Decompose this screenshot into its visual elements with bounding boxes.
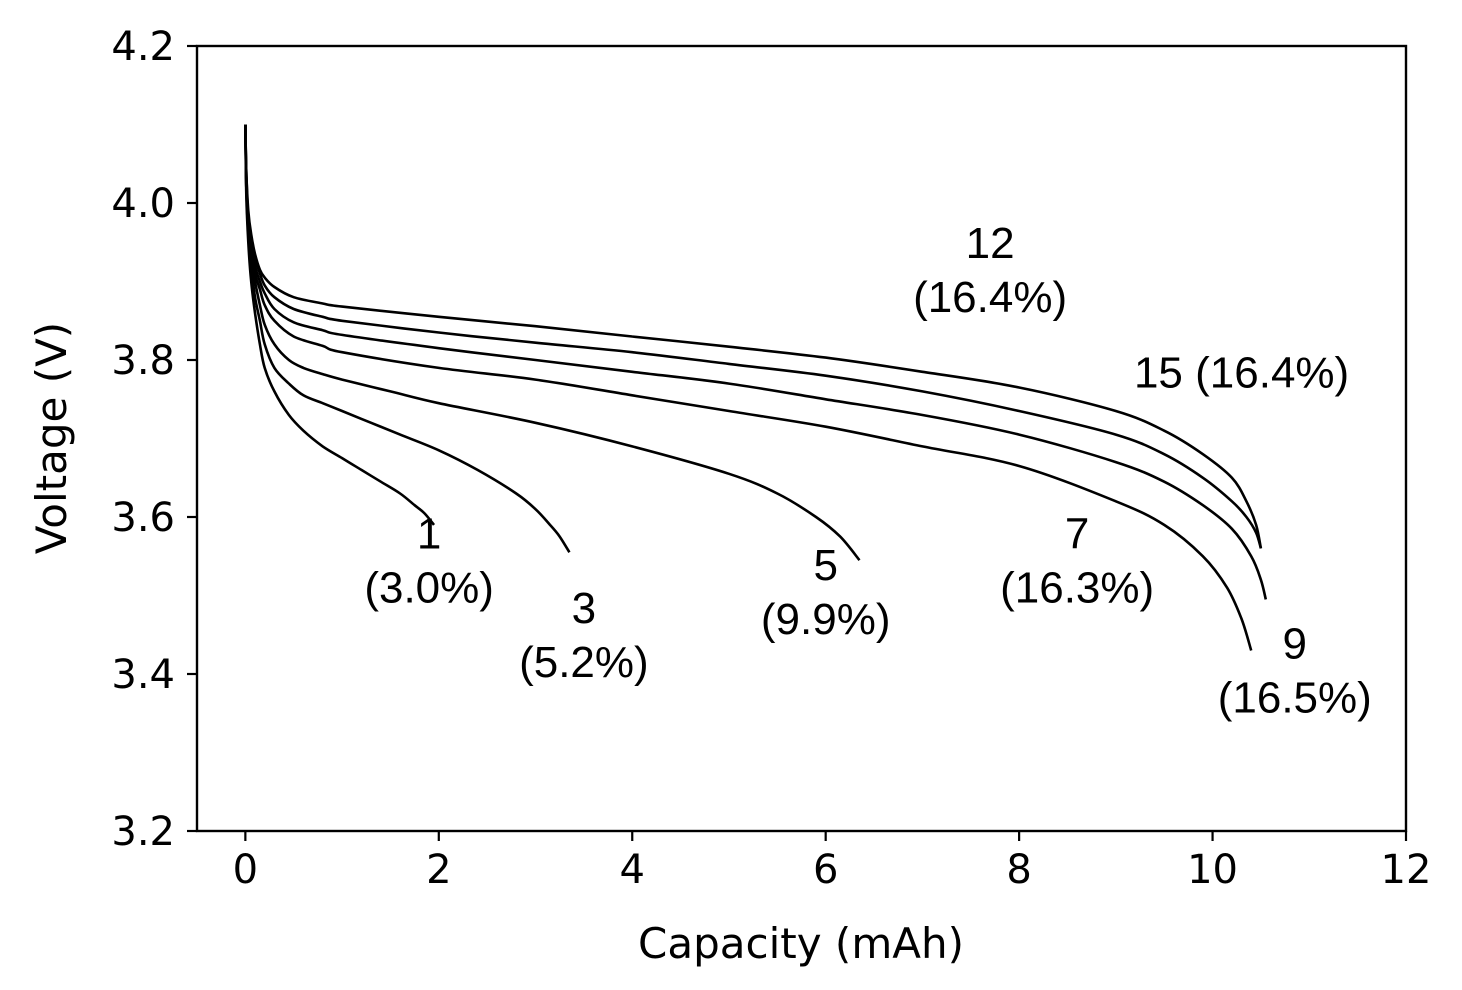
y-tick-label: 3.8 — [111, 338, 175, 384]
y-tick-label: 4.2 — [111, 24, 175, 70]
x-axis-title: Capacity (mAh) — [638, 919, 964, 968]
discharge-curve-9 — [244, 124, 1268, 600]
discharge-curve-3 — [244, 124, 571, 553]
curve-label: 1 — [417, 509, 441, 558]
curve-annotations: 1 (3.0%) 3 (5.2%) 5 (9.9%) 7 (16.3%) 9 (16.5%) 12 (… — [364, 219, 1371, 722]
discharge-curve-12 — [244, 124, 1263, 549]
x-tick-label: 6 — [813, 847, 838, 893]
curve-label: 12 — [966, 219, 1015, 268]
y-tick-label: 4.0 — [111, 181, 175, 227]
axes-frame — [195, 44, 1408, 833]
y-axis-title: Voltage (V) — [27, 322, 76, 554]
x-tick-label: 10 — [1187, 847, 1238, 893]
curve-label-percent: (16.5%) — [1218, 673, 1372, 722]
curve-label-percent: (16.3%) — [1000, 563, 1154, 612]
curve-label-percent: (9.9%) — [761, 595, 891, 644]
curve-label: 9 — [1283, 619, 1307, 668]
curve-label-percent: (5.2%) — [519, 638, 649, 687]
curve-label: 5 — [813, 541, 837, 590]
curve-label: 7 — [1065, 509, 1089, 558]
y-axis-ticks: 3.2 3.4 3.6 3.8 4.0 4.2 — [111, 24, 197, 855]
plot-area: 0 2 4 6 8 10 12 3.2 3.4 3.6 3.8 4.0 4.2 1 (3.0%) 3 (5.… — [111, 24, 1431, 893]
curve-label: 15 (16.4%) — [1134, 348, 1349, 397]
discharge-curve-7 — [244, 124, 1253, 651]
curve-label: 3 — [572, 584, 596, 633]
discharge-curve-1 — [244, 124, 436, 526]
x-tick-label: 4 — [620, 847, 645, 893]
x-tick-label: 0 — [233, 847, 258, 893]
y-tick-label: 3.6 — [111, 495, 175, 541]
x-tick-label: 2 — [426, 847, 451, 893]
x-tick-label: 8 — [1006, 847, 1031, 893]
discharge-curve-5 — [244, 124, 861, 562]
y-tick-label: 3.2 — [111, 809, 175, 855]
discharge-curves — [244, 124, 1268, 651]
curve-label-percent: (16.4%) — [913, 273, 1067, 322]
curve-label-percent: (3.0%) — [364, 563, 494, 612]
discharge-curve-15 — [244, 124, 1263, 549]
y-tick-label: 3.4 — [111, 652, 175, 698]
x-tick-label: 12 — [1381, 847, 1432, 893]
x-axis-ticks: 0 2 4 6 8 10 12 — [233, 831, 1432, 893]
